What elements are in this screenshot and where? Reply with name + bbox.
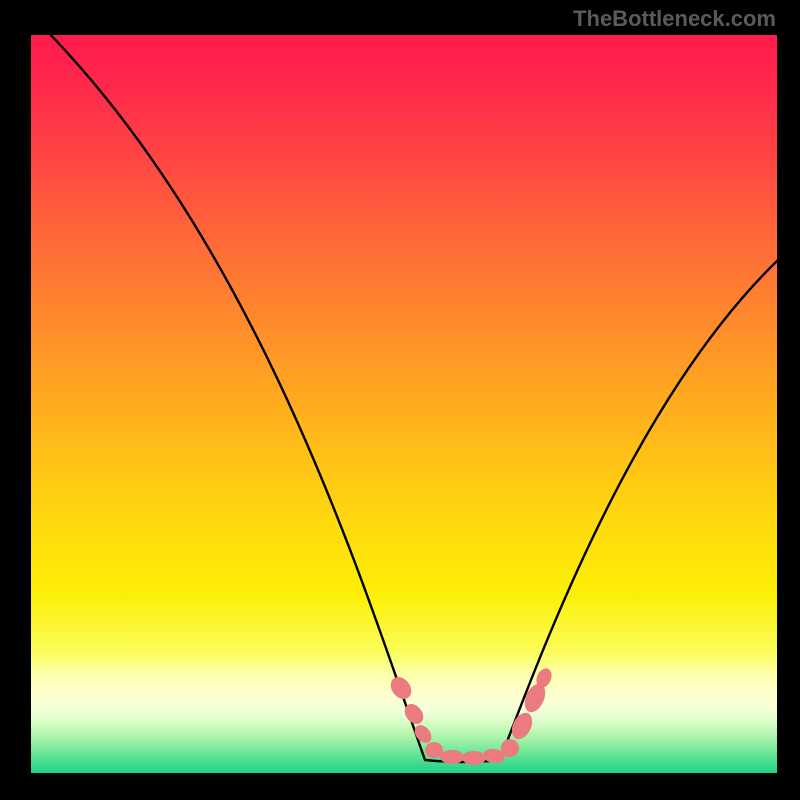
- chart-svg: [0, 0, 800, 800]
- marker-point: [440, 750, 464, 764]
- chart-stage: TheBottleneck.com: [0, 0, 800, 800]
- marker-point: [462, 751, 486, 765]
